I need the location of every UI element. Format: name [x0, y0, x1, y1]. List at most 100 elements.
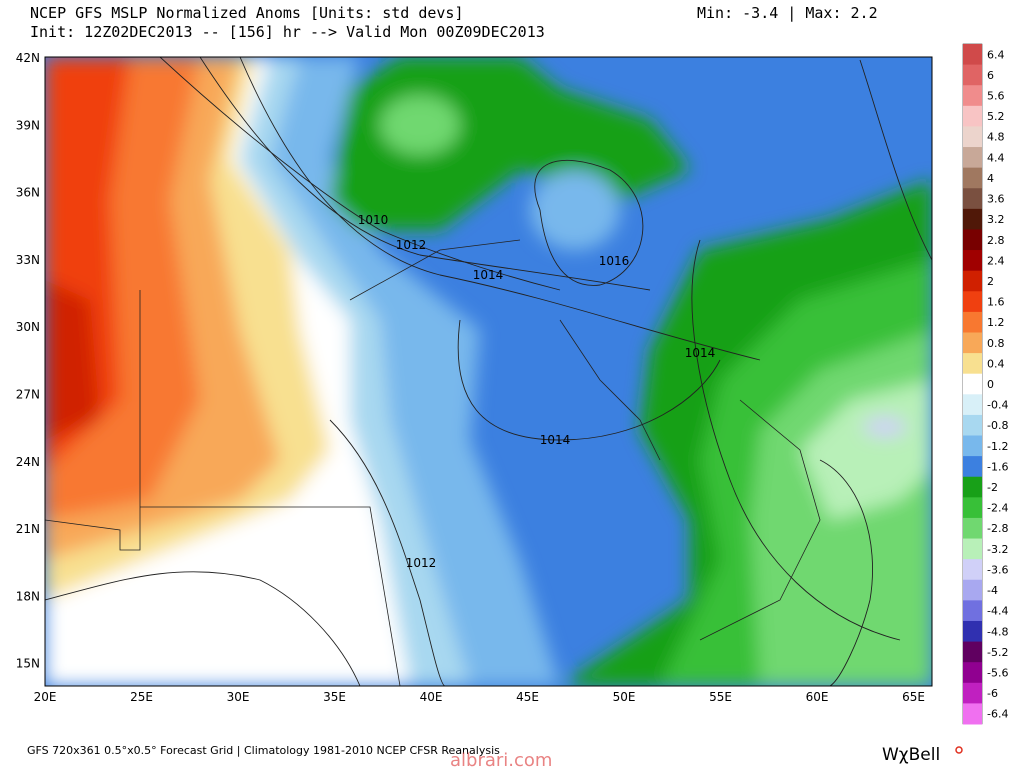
colorbar-label: 6	[987, 69, 994, 82]
watermark: albrari.com	[450, 750, 552, 768]
contour-label: 1014	[540, 433, 571, 447]
map-frame	[44, 56, 933, 687]
colorbar-swatch	[963, 620, 982, 643]
brand-dot	[955, 746, 963, 754]
colorbar-label: 2.8	[987, 234, 1005, 247]
colorbar-swatch	[963, 126, 982, 148]
colorbar-label: -1.6	[987, 460, 1008, 473]
lat-label: 39N	[16, 118, 40, 132]
colorbar-swatch	[963, 641, 982, 663]
colorbar-swatch	[963, 229, 982, 251]
lon-label: 40E	[420, 690, 443, 704]
colorbar-swatch	[963, 291, 982, 313]
colorbar-label: -4.8	[987, 625, 1008, 638]
colorbar-swatch	[963, 270, 982, 292]
colorbar-swatch	[963, 497, 982, 519]
lon-label: 30E	[227, 690, 250, 704]
colorbar-swatch	[963, 208, 982, 230]
colorbar-swatch	[963, 456, 982, 478]
colorbar-swatch	[963, 394, 982, 416]
lat-label: 24N	[16, 455, 40, 469]
colorbar-label: 2	[987, 275, 994, 288]
colorbar-swatch	[963, 147, 982, 169]
lat-label: 21N	[16, 522, 40, 536]
colorbar-swatch	[963, 44, 982, 66]
colorbar-label: 3.6	[987, 193, 1005, 206]
lat-label: 18N	[16, 589, 40, 603]
lon-label: 55E	[709, 690, 732, 704]
colorbar-label: 4.8	[987, 131, 1005, 144]
colorbar-swatch	[963, 435, 982, 457]
map-field	[45, 57, 932, 686]
colorbar-label: -4	[987, 584, 998, 597]
colorbar-label: 2.4	[987, 254, 1005, 267]
colorbar-swatch	[963, 85, 982, 107]
colorbar-label: 1.2	[987, 316, 1005, 329]
colorbar-label: -3.6	[987, 563, 1008, 576]
colorbar-swatch	[963, 167, 982, 189]
colorbar-label: -0.4	[987, 399, 1008, 412]
colorbar-swatch	[963, 538, 982, 560]
colorbar-label: 1.6	[987, 296, 1005, 309]
lon-label: 50E	[613, 690, 636, 704]
colorbar-swatch	[963, 579, 982, 601]
colorbar-label: 4	[987, 172, 994, 185]
brand: WχBell	[882, 745, 940, 765]
colorbar-swatch	[963, 600, 982, 622]
contour-label: 1016	[599, 254, 630, 268]
colorbar-label: -2.8	[987, 522, 1008, 535]
colorbar-swatch	[963, 662, 982, 684]
colorbar-label: 5.6	[987, 90, 1005, 103]
init-info: Init: 12Z02DEC2013 -- [156] hr --> Valid…	[30, 23, 545, 41]
colorbar-label: -5.2	[987, 646, 1008, 659]
colorbar-label: 4.4	[987, 151, 1005, 164]
colorbar-label: -5.6	[987, 666, 1008, 679]
lon-label: 60E	[806, 690, 829, 704]
lon-label: 35E	[323, 690, 346, 704]
colorbar-swatch	[963, 682, 982, 704]
colorbar-label: -6	[987, 687, 998, 700]
min-max: Min: -3.4 | Max: 2.2	[697, 4, 878, 22]
lon-label: 45E	[516, 690, 539, 704]
colorbar-swatch	[963, 703, 982, 725]
lat-label: 30N	[16, 320, 40, 334]
colorbar-swatch	[963, 414, 982, 437]
colorbar-swatch	[963, 64, 982, 86]
colorbar-label: 3.2	[987, 213, 1005, 226]
colorbar-label: 0	[987, 378, 994, 391]
colorbar-swatch	[963, 188, 982, 210]
colorbar-swatch	[963, 373, 982, 395]
title: NCEP GFS MSLP Normalized Anoms [Units: s…	[30, 4, 463, 22]
contour-label: 1010	[358, 213, 389, 227]
lon-label: 20E	[34, 690, 57, 704]
colorbar-swatch	[963, 353, 982, 375]
colorbar-swatch	[963, 105, 982, 127]
contour-label: 1012	[406, 556, 437, 570]
lat-label: 36N	[16, 186, 40, 200]
colorbar-swatch	[963, 517, 982, 540]
lat-label: 27N	[16, 388, 40, 402]
colorbar-swatch	[963, 250, 982, 272]
colorbar-label: 5.2	[987, 110, 1005, 123]
colorbar-label: -4.4	[987, 605, 1008, 618]
contour-label: 1014	[473, 268, 504, 282]
lon-label: 65E	[902, 690, 925, 704]
lat-label: 15N	[16, 657, 40, 671]
colorbar-swatch	[963, 559, 982, 581]
colorbar-swatch	[963, 332, 982, 354]
contour-label: 1012	[396, 238, 427, 252]
colorbar-label: -6.4	[987, 708, 1008, 721]
colorbar-label: -2.4	[987, 502, 1008, 515]
colorbar-swatch	[963, 476, 982, 498]
colorbar-label: 0.4	[987, 357, 1005, 370]
colorbar-label: -0.8	[987, 419, 1008, 432]
lat-label: 42N	[16, 51, 40, 65]
colorbar-label: -3.2	[987, 543, 1008, 556]
colorbar-label: -1.2	[987, 440, 1008, 453]
colorbar-swatch	[963, 311, 982, 333]
grid-info: GFS 720x361 0.5°x0.5° Forecast Grid | Cl…	[27, 744, 500, 757]
contour-label: 1014	[685, 346, 716, 360]
lat-label: 33N	[16, 253, 40, 267]
colorbar-label: 0.8	[987, 337, 1005, 350]
